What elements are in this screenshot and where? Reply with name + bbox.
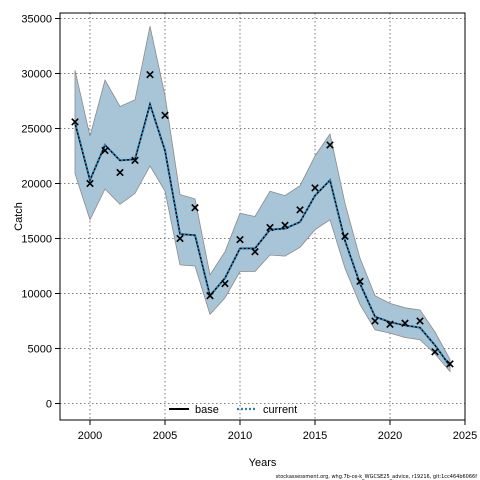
observed-point	[326, 141, 334, 149]
x-tick-label: 2025	[453, 430, 477, 442]
legend: base current	[169, 404, 297, 416]
observed-point	[206, 291, 214, 300]
observed-markers	[71, 70, 454, 368]
observed-point	[131, 156, 139, 165]
y-tick-label: 15000	[21, 234, 52, 246]
plot-frame	[59, 12, 466, 421]
observed-point	[101, 146, 109, 155]
observed-point	[191, 203, 199, 212]
observed-point	[431, 348, 439, 356]
observed-point	[161, 111, 169, 120]
observed-point	[266, 223, 274, 232]
y-tick-label: 25000	[21, 124, 52, 136]
x-axis-label: Years	[249, 457, 277, 469]
y-axis: 0 5000 10000 15000 20000 25000 30000 35000	[21, 14, 60, 411]
observed-point	[116, 168, 124, 177]
legend-label-base: base	[195, 404, 219, 416]
observed-point	[221, 279, 229, 288]
confidence-band-area	[74, 26, 451, 373]
y-tick-label: 5000	[28, 344, 52, 356]
legend-label-current: current	[263, 404, 297, 416]
x-tick-label: 2015	[303, 430, 327, 442]
y-axis-label: Catch	[13, 202, 25, 231]
x-tick-label: 2000	[78, 430, 102, 442]
observed-point	[236, 235, 244, 244]
observed-point	[86, 179, 94, 188]
confidence-band	[74, 26, 451, 373]
observed-point	[71, 118, 79, 126]
observed-point	[446, 360, 454, 368]
footnote: stockassessment.org, whg.7b-ce-k_WGCSE25…	[276, 474, 478, 480]
observed-point	[341, 232, 349, 241]
grid-lines	[60, 13, 466, 420]
observed-point	[146, 70, 154, 79]
y-tick-label: 30000	[21, 69, 52, 81]
x-tick-label: 2020	[378, 430, 402, 442]
y-tick-label: 10000	[21, 289, 52, 301]
observed-point	[356, 277, 364, 286]
observed-point	[176, 234, 184, 243]
observed-point	[371, 317, 379, 325]
y-tick-label: 0	[46, 399, 52, 411]
y-tick-label: 35000	[21, 14, 52, 26]
x-tick-label: 2005	[153, 430, 177, 442]
observed-point	[296, 206, 304, 214]
x-axis: 2000 2005 2010 2015 2020 2025	[78, 420, 477, 442]
x-tick-label: 2010	[228, 430, 252, 442]
observed-point	[311, 184, 319, 192]
observed-point	[251, 247, 259, 256]
y-tick-label: 20000	[21, 179, 52, 191]
observed-point	[386, 320, 394, 329]
observed-point	[416, 317, 424, 325]
observed-point	[401, 319, 409, 327]
observed-point	[281, 221, 289, 230]
